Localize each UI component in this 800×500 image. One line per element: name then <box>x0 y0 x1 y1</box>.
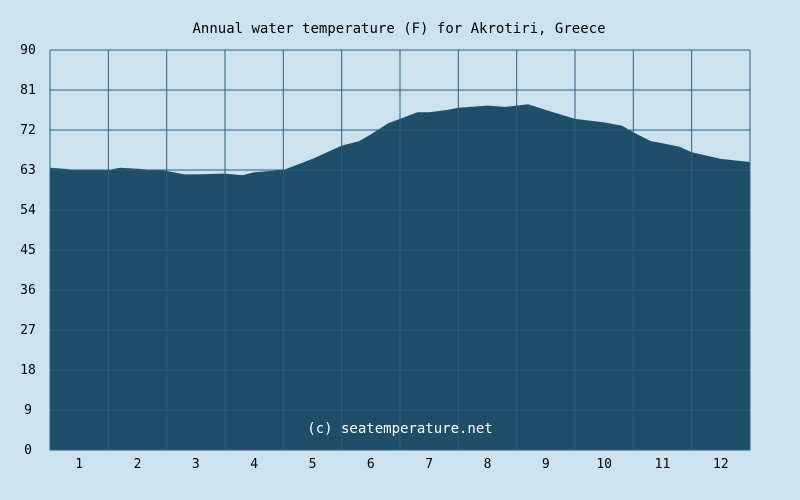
x-tick-label: 8 <box>484 457 492 472</box>
y-tick-label: 72 <box>20 123 36 138</box>
x-tick-label: 1 <box>75 457 83 472</box>
x-axis-ticks: 1 2 3 4 5 6 7 8 9 10 11 12 <box>75 457 728 472</box>
y-tick-label: 0 <box>24 443 32 458</box>
x-tick-label: 7 <box>425 457 433 472</box>
x-tick-label: 6 <box>367 457 375 472</box>
x-tick-label: 5 <box>309 457 317 472</box>
watermark-text: (c) seatemperature.net <box>307 421 492 437</box>
x-tick-label: 9 <box>542 457 550 472</box>
y-tick-label: 54 <box>20 203 36 218</box>
x-tick-label: 10 <box>596 457 612 472</box>
y-tick-label: 27 <box>20 323 36 338</box>
x-tick-label: 11 <box>655 457 671 472</box>
x-tick-label: 2 <box>134 457 142 472</box>
chart-title: Annual water temperature (F) for Akrotir… <box>192 21 605 37</box>
y-axis-ticks: 0 9 18 27 36 45 54 63 72 81 90 <box>20 43 36 458</box>
y-tick-label: 90 <box>20 43 36 58</box>
plot-border <box>49 49 751 451</box>
y-tick-label: 63 <box>20 163 36 178</box>
x-tick-label: 3 <box>192 457 200 472</box>
y-tick-label: 81 <box>20 83 36 98</box>
grid-lines <box>49 49 751 451</box>
y-tick-label: 18 <box>20 363 36 378</box>
y-tick-label: 9 <box>24 403 32 418</box>
x-tick-label: 12 <box>713 457 729 472</box>
x-tick-label: 4 <box>250 457 258 472</box>
y-tick-label: 36 <box>20 283 36 298</box>
y-tick-label: 45 <box>20 243 36 258</box>
